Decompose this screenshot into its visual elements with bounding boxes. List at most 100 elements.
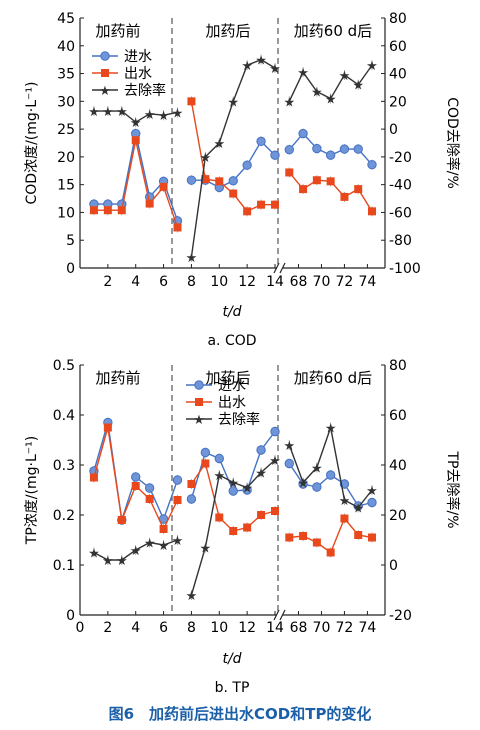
- effluent-point: [159, 525, 168, 533]
- influent-point: [186, 175, 197, 185]
- influent-point: [284, 144, 294, 155]
- legend-label: 去除率: [218, 411, 260, 428]
- x-tick-label: 6: [159, 620, 168, 636]
- effluent-point: [89, 473, 98, 482]
- removal-rate-point: ★: [227, 95, 239, 110]
- effluent-point: [145, 199, 154, 208]
- y-tick-label: 0: [66, 608, 75, 624]
- removal-rate-point: ★: [352, 79, 364, 94]
- legend-marker: ★: [193, 413, 205, 428]
- removal-rate-point: ★: [88, 105, 100, 120]
- effluent-point: [117, 516, 126, 524]
- influent-point: [312, 482, 322, 492]
- x-tick-label: 12: [238, 274, 256, 290]
- effluent-point: [173, 223, 182, 232]
- y-tick-label: 30: [57, 94, 75, 110]
- phase-label: 加药后: [205, 369, 250, 387]
- influent-point: [367, 159, 377, 170]
- x-axis-label: t/d: [222, 304, 241, 320]
- removal-rate-point: ★: [352, 502, 364, 517]
- x-tick-label: 0: [76, 620, 85, 636]
- y2-tick-label: -40: [389, 178, 412, 194]
- influent-point: [325, 470, 336, 480]
- removal-rate-line: [288, 424, 373, 509]
- y2-tick-label: 40: [389, 458, 407, 474]
- influent-point: [312, 143, 322, 154]
- influent-point: [186, 494, 197, 504]
- removal-rate-point: ★: [366, 59, 378, 74]
- removal-rate-point: ★: [130, 544, 142, 559]
- effluent-point: [201, 459, 210, 468]
- effluent-point: [131, 482, 140, 490]
- effluent-point: [340, 192, 349, 201]
- influent-point: [144, 483, 155, 493]
- legend-label: 出水: [124, 66, 152, 82]
- removal-rate-point: ★: [186, 589, 198, 604]
- influent-point: [242, 160, 252, 170]
- legend-label: 去除率: [124, 82, 166, 99]
- removal-rate-point: ★: [325, 93, 337, 108]
- removal-rate-point: ★: [241, 482, 253, 497]
- effluent-point: [173, 496, 182, 504]
- y-tick-label: 0.1: [53, 558, 75, 574]
- legend-label: 进水: [218, 378, 246, 394]
- removal-rate-point: ★: [255, 467, 267, 482]
- legend-marker: [100, 51, 110, 61]
- x-tick-label: 2: [103, 620, 112, 636]
- y-axis-label: TP浓度/(mg·L⁻¹): [24, 436, 40, 545]
- effluent-point: [89, 206, 98, 215]
- y-tick-label: 0.2: [53, 508, 75, 524]
- effluent-point: [340, 514, 349, 523]
- removal-rate-point: ★: [144, 537, 156, 552]
- influent-point: [256, 445, 266, 455]
- axis-break-mark: [273, 262, 280, 274]
- removal-rate-point: ★: [186, 251, 198, 266]
- phase-label: 加药前: [95, 22, 140, 40]
- removal-rate-point: ★: [366, 484, 378, 499]
- effluent-point: [257, 511, 266, 519]
- y-tick-label: 5: [66, 233, 75, 249]
- effluent-point: [271, 200, 279, 209]
- removal-rate-point: ★: [102, 105, 114, 120]
- effluent-point: [187, 97, 196, 106]
- influent-line: [93, 422, 179, 521]
- y2-axis-label: TP去除率/%: [444, 450, 461, 528]
- effluent-point: [354, 185, 363, 194]
- legend-marker: ★: [99, 84, 111, 99]
- effluent-point: [312, 176, 321, 185]
- x-tick-label: 4: [131, 620, 140, 636]
- removal-rate-point: ★: [200, 151, 212, 166]
- y-tick-label: 15: [57, 178, 75, 194]
- influent-point: [270, 150, 280, 160]
- y2-tick-label: -100: [389, 261, 421, 277]
- influent-point: [325, 150, 336, 160]
- effluent-point: [243, 207, 252, 216]
- x-tick-label: 14: [266, 274, 284, 290]
- effluent-point: [299, 532, 308, 540]
- x-tick-label: 72: [336, 274, 354, 290]
- removal-rate-point: ★: [172, 534, 184, 549]
- effluent-point: [326, 177, 335, 186]
- removal-rate-point: ★: [172, 106, 184, 121]
- y-tick-label: 20: [57, 150, 75, 166]
- y2-tick-label: 20: [389, 508, 407, 524]
- removal-rate-point: ★: [213, 469, 225, 484]
- effluent-point: [243, 523, 252, 532]
- y-tick-label: 0: [66, 261, 75, 277]
- x-tick-label: 2: [103, 274, 112, 290]
- removal-rate-point: ★: [116, 554, 128, 569]
- effluent-point: [312, 538, 321, 547]
- legend-label: 出水: [218, 395, 246, 411]
- influent-point: [367, 497, 377, 508]
- effluent-point: [354, 531, 363, 539]
- y-tick-label: 0.5: [53, 358, 75, 374]
- y2-tick-label: -20: [389, 150, 412, 166]
- x-tick-label: 70: [313, 620, 331, 636]
- panel-label: b. TP: [215, 680, 250, 696]
- y-tick-label: 25: [57, 122, 75, 138]
- effluent-point: [103, 423, 112, 432]
- x-tick-label: 12: [238, 620, 256, 636]
- x-tick-label: 72: [336, 620, 354, 636]
- removal-rate-point: ★: [158, 539, 170, 554]
